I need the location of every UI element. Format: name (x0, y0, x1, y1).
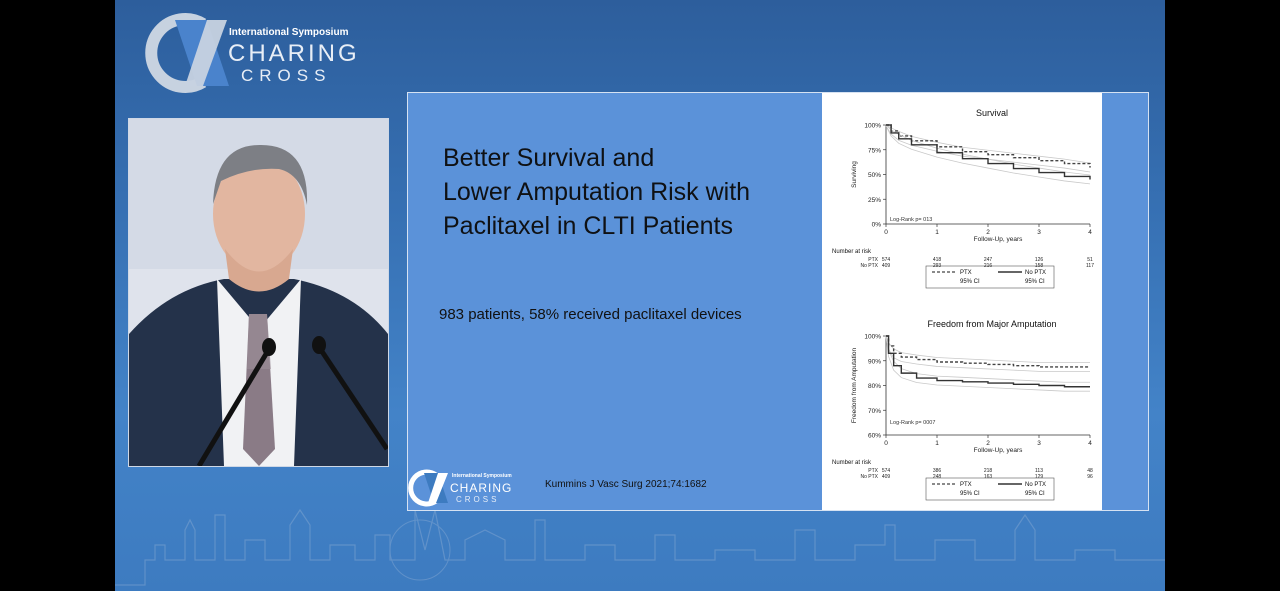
chart-1-legend-label: PTX (960, 270, 972, 276)
chart-2-series-ptx (886, 335, 1090, 368)
chart-2-risk-value: 129 (1035, 474, 1044, 480)
km-charts: Survival 0% 25% 50% 75% 100% 0 1 2 3 4 Follow-Up, y… (832, 108, 1126, 501)
slide-right-strip (1102, 93, 1148, 510)
chart-2-y-tick-label: 80% (868, 383, 881, 390)
logo-cross-text: CROSS (241, 66, 332, 85)
speaker-video[interactable] (128, 118, 389, 467)
chart-2-series-no-ptx (886, 335, 1090, 388)
chart-2-risk-value: 386 (933, 468, 942, 474)
chart-1-risk-value: 126 (1035, 257, 1044, 263)
chart-1-legend-label: No PTX (1025, 270, 1046, 276)
chart-2-ci-band-ptx (885, 336, 1090, 372)
chart-1-x-tick-label: 4 (1088, 229, 1092, 236)
chart-1-y-tick-label: 50% (868, 172, 881, 179)
chart-1-series-no-ptx (886, 124, 1091, 180)
chart-2-x-label: Follow-Up, years (974, 447, 1024, 454)
chart-1-x-tick-label: 2 (986, 229, 990, 236)
chart-1-ci-band-no-ptx (885, 125, 1091, 185)
chart-2-risk-value: 96 (1087, 474, 1093, 480)
chart-1-y-tick-label: 0% (872, 222, 882, 229)
chart-2-legend-label: 95% CI (1025, 491, 1045, 497)
chart-1-annotation: Log-Rank p= 013 (890, 217, 932, 223)
chart-1-risk-value: 574 (882, 257, 891, 263)
chart-2-x-tick-label: 0 (884, 440, 888, 447)
chart-2-title: Freedom from Major Amputation (927, 319, 1056, 329)
chart-2-risk-row-label: PTX (868, 468, 878, 474)
presentation-slide: Better Survival and Lower Amputation Ris… (407, 92, 1149, 511)
cx-logo-mark-icon (145, 13, 229, 93)
chart-2-x-tick-label: 1 (935, 440, 939, 447)
chart-1-risk-value: 247 (984, 257, 993, 263)
logo-charing-text: CHARING (228, 40, 360, 67)
slide-citation: Kummins J Vasc Surg 2021;74:1682 (545, 479, 707, 490)
slide-logo-charing-text: CHARING (450, 481, 513, 495)
chart-2-x-tick-label: 3 (1037, 440, 1041, 447)
chart-2-risk-value: 113 (1035, 468, 1043, 474)
chart-2-y-tick-label: 70% (868, 408, 881, 415)
chart-1-risk-value: 51 (1087, 257, 1093, 263)
stage-background: International Symposium CHARING CROSS Be (115, 0, 1165, 591)
slide-logo-symposium-text: International Symposium (452, 473, 512, 479)
chart-2-risk-value: 218 (984, 468, 993, 474)
chart-2-risk-row-label: No PTX (860, 474, 878, 480)
chart-2-risk-value: 409 (882, 474, 891, 480)
chart-2-x-tick-label: 2 (986, 440, 990, 447)
slide-title-line-1: Better Survival and (443, 144, 655, 172)
charing-cross-logo: International Symposium CHARING CROSS (145, 10, 365, 96)
chart-2-legend-label: 95% CI (960, 491, 980, 497)
chart-2-risk-header: Number at risk (832, 460, 872, 466)
chart-2-y-tick-label: 100% (864, 334, 881, 341)
slide-title-line-2: Lower Amputation Risk with (443, 178, 751, 206)
chart-1-risk-value: 418 (933, 257, 942, 263)
chart-1-legend-box (925, 265, 1055, 289)
chart-2-risk-value: 248 (933, 474, 942, 480)
chart-1-risk-row-label: PTX (868, 257, 878, 263)
slide-charing-cross-logo: International Symposium CHARING CROSS (408, 467, 518, 509)
chart-panel: Survival 0% 25% 50% 75% 100% 0 1 2 3 4 Follow-Up, y… (822, 93, 1126, 510)
chart-2-risk-value: 48 (1087, 468, 1093, 474)
chart-2-ci-band-no-ptx (885, 335, 1090, 383)
chart-1-x-label: Follow-Up, years (974, 236, 1024, 243)
slide-title: Better Survival and Lower Amputation Ris… (443, 141, 750, 243)
chart-1-x-tick-label: 3 (1037, 229, 1041, 236)
chart-2-ci-band-no-ptx (885, 336, 1090, 392)
chart-2-y-tick-label: 60% (868, 433, 881, 440)
chart-2-legend-label: No PTX (1025, 482, 1046, 488)
logo-symposium-text: International Symposium (229, 27, 349, 38)
chart-2-risk-value: 574 (882, 468, 891, 474)
chart-2-x-tick-label: 4 (1088, 440, 1092, 447)
chart-1-risk-value: 409 (882, 263, 891, 269)
chart-1-legend-label: 95% CI (960, 279, 980, 285)
chart-1-legend-label: 95% CI (1025, 279, 1045, 285)
chart-2-y-tick-label: 90% (868, 358, 881, 365)
chart-1-y-label: Surviving (851, 161, 858, 188)
chart-1-risk-value: 117 (1086, 263, 1094, 269)
chart-2-legend-label: PTX (960, 482, 972, 488)
chart-1-ci-band-ptx (885, 124, 1091, 164)
slide-title-line-3: Paclitaxel in CLTI Patients (443, 212, 733, 240)
cx-logo-mark-small-icon (408, 469, 448, 507)
speaker-figure-icon (129, 119, 388, 466)
london-skyline-icon (115, 508, 1165, 586)
chart-2-annotation: Log-Rank p= 0007 (890, 420, 935, 426)
chart-2-risk-value: 163 (984, 474, 993, 480)
chart-1-y-tick-label: 25% (868, 197, 881, 204)
chart-1-ci-band-ptx (885, 125, 1091, 173)
chart-1-y-tick-label: 100% (864, 123, 881, 130)
chart-2-y-label: Freedom from Amputation (851, 348, 858, 424)
chart-2-legend-box (925, 477, 1055, 501)
chart-2-ci-band-ptx (885, 335, 1090, 363)
chart-1-x-tick-label: 1 (935, 229, 939, 236)
chart-1-risk-header: Number at risk (832, 249, 872, 255)
slide-subtitle: 983 patients, 58% received paclitaxel de… (439, 306, 742, 323)
chart-1-title: Survival (976, 108, 1008, 118)
chart-1-x-tick-label: 0 (884, 229, 888, 236)
chart-1-y-tick-label: 75% (868, 147, 881, 154)
chart-1-risk-row-label: No PTX (860, 263, 878, 269)
slide-logo-cross-text: CROSS (456, 495, 500, 504)
